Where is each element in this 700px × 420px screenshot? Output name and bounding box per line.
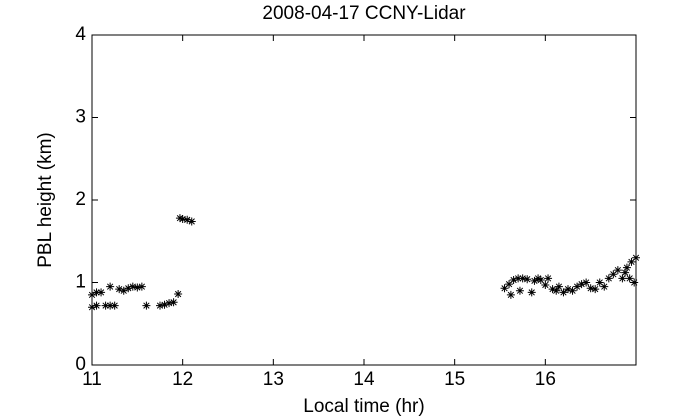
data-point [124, 284, 133, 293]
data-point [165, 299, 174, 308]
data-point [101, 301, 110, 310]
x-tick-label: 15 [444, 369, 465, 390]
data-point [552, 286, 561, 295]
data-point [160, 300, 169, 309]
data-point [523, 275, 532, 284]
y-axis-label: PBL height (km) [35, 132, 56, 268]
y-tick-label: 0 [75, 354, 86, 375]
chart-title: 2008-04-17 CCNY-Lidar [262, 3, 466, 24]
data-point [544, 274, 553, 283]
data-point [573, 282, 582, 291]
data-point [586, 284, 595, 293]
data-point [92, 301, 101, 310]
data-point [178, 214, 187, 223]
data-point [577, 280, 586, 289]
data-point [142, 301, 151, 310]
data-point [97, 288, 106, 297]
data-point [527, 288, 536, 297]
data-point [621, 268, 630, 277]
data-point [174, 290, 183, 299]
data-point [175, 214, 184, 223]
x-tick-label: 14 [353, 369, 375, 390]
data-point [133, 283, 142, 292]
data-point [106, 282, 115, 291]
data-point [568, 286, 577, 295]
data-point [500, 284, 509, 293]
data-point [625, 274, 634, 283]
data-point [622, 263, 631, 272]
data-point [591, 285, 600, 294]
data-point [169, 298, 178, 307]
data-point [564, 285, 572, 294]
data-point [514, 274, 523, 283]
data-point [137, 282, 146, 291]
data-point [509, 276, 518, 285]
x-axis-label: Local time (hr) [303, 396, 424, 417]
data-point [609, 270, 618, 279]
data-point [128, 282, 137, 291]
data-point [88, 290, 96, 299]
data-point [88, 303, 96, 312]
data-point [183, 215, 192, 224]
data-point [110, 301, 119, 310]
data-point [505, 280, 514, 289]
data-point [630, 278, 639, 287]
data-point [156, 301, 164, 310]
data-point [604, 274, 613, 283]
data-point [559, 288, 568, 297]
data-point [595, 278, 604, 287]
y-tick-label: 2 [75, 189, 86, 210]
data-point [187, 217, 196, 226]
data-point [632, 253, 640, 262]
data-point [613, 266, 622, 275]
y-tick-label: 1 [75, 272, 86, 293]
y-tick-label: 4 [75, 24, 86, 45]
x-tick-label: 11 [82, 369, 102, 390]
data-point [92, 288, 101, 297]
data-point [582, 278, 591, 287]
x-tick-label: 13 [263, 369, 284, 390]
data-point [541, 280, 550, 289]
data-point [518, 274, 527, 283]
data-point [515, 286, 524, 295]
data-point [106, 301, 115, 310]
data-point [536, 276, 545, 285]
data-point [554, 282, 563, 291]
data-point [600, 282, 609, 291]
x-tick-label: 12 [172, 369, 193, 390]
data-point [530, 276, 539, 285]
data-point [618, 274, 627, 283]
data-point [506, 290, 515, 299]
data-point [548, 285, 557, 294]
x-tick-label: 16 [535, 369, 556, 390]
data-point [115, 285, 124, 294]
y-tick-label: 3 [75, 107, 86, 128]
data-point [119, 286, 128, 295]
data-point [534, 274, 543, 283]
data-point [627, 257, 636, 266]
